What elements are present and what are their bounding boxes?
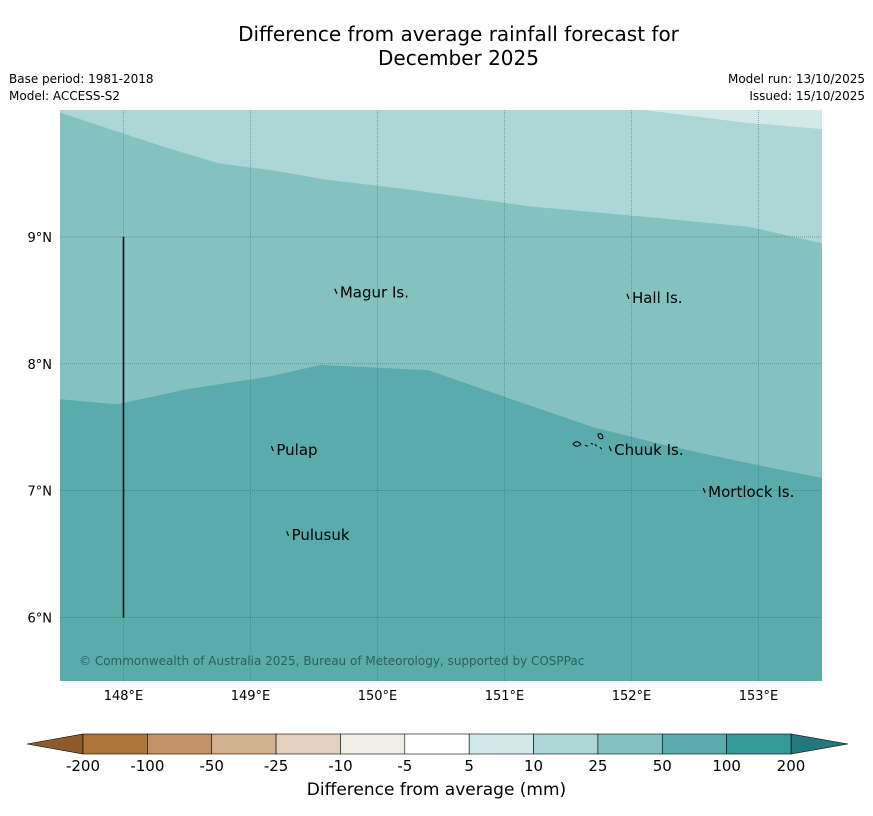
place-label: Magur Is. bbox=[340, 284, 409, 302]
colorbar-swatch bbox=[533, 733, 599, 755]
lon-tick-label: 153°E bbox=[739, 689, 779, 704]
colorbar-swatch bbox=[404, 733, 470, 755]
place-label: Chuuk Is. bbox=[614, 441, 683, 459]
place-label: Pulusuk bbox=[292, 526, 350, 544]
colorbar-tick-label: -25 bbox=[264, 757, 289, 775]
colorbar-label: Difference from average (mm) bbox=[306, 780, 567, 800]
lon-tick-label: 152°E bbox=[612, 689, 652, 704]
colorbar-swatch bbox=[82, 733, 148, 755]
place-label: Mortlock Is. bbox=[708, 483, 794, 501]
island-outline bbox=[608, 445, 612, 452]
lon-tick-label: 151°E bbox=[485, 689, 525, 704]
lat-tick-label: 8°N bbox=[28, 358, 53, 373]
place-label: Pulap bbox=[276, 441, 317, 459]
model-name: Model: ACCESS-S2 bbox=[9, 89, 121, 103]
colorbar-extend-low bbox=[26, 733, 84, 755]
chart-title-line2: December 2025 bbox=[378, 46, 539, 70]
colorbar-swatch bbox=[275, 733, 341, 755]
base-period: Base period: 1981-2018 bbox=[9, 72, 154, 86]
colorbar-tick-label: 50 bbox=[653, 757, 672, 775]
island-outline bbox=[626, 293, 630, 300]
island-outline bbox=[702, 487, 706, 494]
model-run: Model run: 13/10/2025 bbox=[727, 72, 865, 86]
colorbar-swatch bbox=[661, 733, 727, 755]
lat-tick-label: 6°N bbox=[28, 612, 53, 627]
issued-date: Issued: 15/10/2025 bbox=[749, 89, 865, 103]
colorbar-extend-high bbox=[790, 733, 849, 755]
rain-band-5-10 bbox=[644, 110, 822, 129]
colorbar-tick-label: 10 bbox=[524, 757, 543, 775]
place-label: Hall Is. bbox=[632, 289, 683, 307]
lon-tick-label: 148°E bbox=[104, 689, 144, 704]
island-outline bbox=[286, 530, 290, 537]
colorbar-tick-label: -5 bbox=[397, 757, 412, 775]
meta-right: Model run: 13/10/2025 Issued: 15/10/2025 bbox=[728, 71, 865, 105]
colorbar-tick-label: -50 bbox=[199, 757, 224, 775]
island-outline bbox=[334, 288, 338, 294]
colorbar-swatch bbox=[468, 733, 534, 755]
colorbar-swatch bbox=[340, 733, 406, 755]
colorbar-tick-label: 200 bbox=[777, 757, 806, 775]
colorbar-swatch bbox=[597, 733, 663, 755]
chart-title-line1: Difference from average rainfall forecas… bbox=[238, 22, 679, 46]
colorbar-tick-label: -200 bbox=[66, 757, 100, 775]
colorbar-swatch bbox=[726, 733, 792, 755]
lat-tick-label: 9°N bbox=[28, 231, 53, 246]
colorbar-tick-label: 25 bbox=[588, 757, 607, 775]
lon-tick-label: 150°E bbox=[358, 689, 398, 704]
chart-title: Difference from average rainfall forecas… bbox=[0, 22, 873, 70]
lon-tick-label: 149°E bbox=[231, 689, 271, 704]
colorbar-tick-label: 100 bbox=[712, 757, 741, 775]
meta-left: Base period: 1981-2018 Model: ACCESS-S2 bbox=[9, 71, 154, 105]
colorbar-swatch bbox=[147, 733, 213, 755]
copyright-text: © Commonwealth of Australia 2025, Bureau… bbox=[79, 654, 584, 668]
colorbar-tick-label: -100 bbox=[130, 757, 164, 775]
chuuk-islets bbox=[572, 433, 604, 450]
lat-tick-label: 7°N bbox=[28, 485, 53, 500]
island-outline bbox=[270, 445, 274, 452]
colorbar-tick-label: -10 bbox=[328, 757, 353, 775]
colorbar-swatch bbox=[211, 733, 277, 755]
colorbar-tick-label: 5 bbox=[464, 757, 474, 775]
